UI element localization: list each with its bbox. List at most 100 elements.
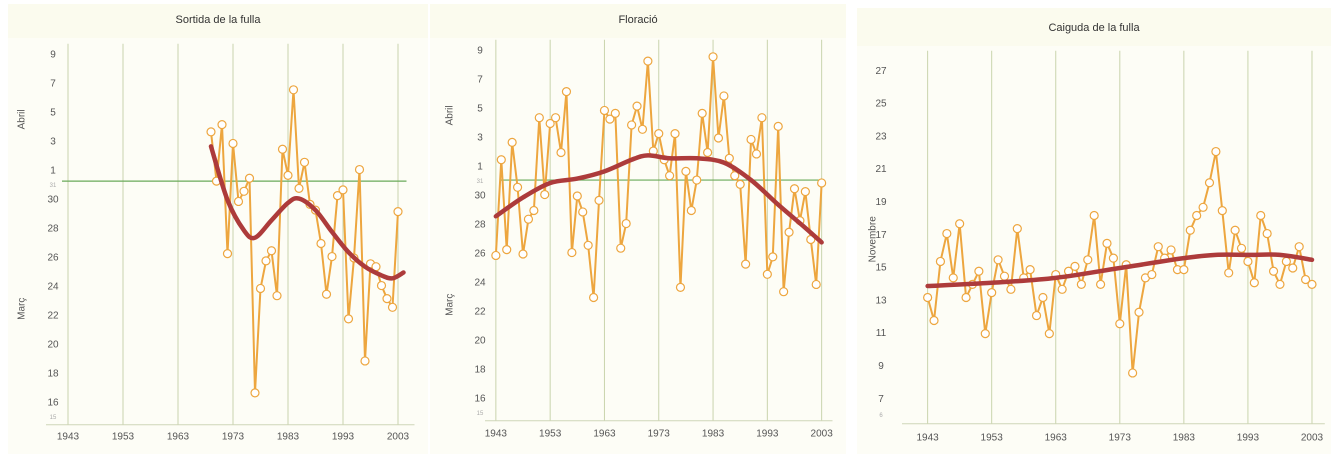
data-point bbox=[1288, 263, 1298, 273]
x-tick-label: 2003 bbox=[811, 429, 834, 440]
data-point bbox=[502, 245, 512, 255]
data-point bbox=[1204, 178, 1215, 188]
data-point bbox=[594, 195, 604, 205]
data-point bbox=[719, 91, 729, 101]
y-axis-label: Març bbox=[445, 294, 456, 316]
panel-header bbox=[430, 4, 846, 38]
x-tick-label: 1983 bbox=[277, 432, 300, 443]
x-tick-label: 1983 bbox=[702, 429, 725, 440]
y-tick-label: 1 bbox=[477, 162, 483, 173]
data-point bbox=[942, 228, 952, 239]
y-tick-label: 16 bbox=[474, 394, 486, 405]
data-point bbox=[961, 292, 971, 303]
x-tick-label: 1953 bbox=[112, 432, 135, 443]
data-point bbox=[1275, 279, 1285, 289]
data-point bbox=[239, 186, 249, 196]
data-point bbox=[206, 127, 216, 137]
data-point bbox=[588, 292, 599, 303]
data-point bbox=[751, 149, 762, 159]
data-point bbox=[1115, 319, 1125, 329]
data-point bbox=[746, 134, 756, 145]
data-point bbox=[999, 271, 1010, 281]
panel-title: Floració bbox=[618, 14, 657, 26]
y-axis-label: Abril bbox=[17, 109, 28, 129]
data-point bbox=[583, 240, 593, 250]
data-point bbox=[261, 256, 271, 266]
data-point bbox=[993, 255, 1003, 265]
data-point bbox=[1230, 225, 1240, 235]
data-point bbox=[974, 266, 984, 276]
data-point bbox=[496, 155, 506, 165]
data-point bbox=[382, 294, 392, 304]
data-point bbox=[523, 214, 534, 224]
data-point bbox=[1128, 368, 1138, 378]
trend-line bbox=[493, 153, 824, 245]
data-point bbox=[250, 388, 260, 398]
trend-line bbox=[925, 252, 1315, 289]
y-tick-label: 7 bbox=[477, 75, 483, 86]
y-tick-label: 24 bbox=[47, 282, 59, 293]
data-point bbox=[1089, 210, 1099, 221]
data-point bbox=[338, 185, 348, 195]
panel-title: Caiguda de la fulla bbox=[1048, 22, 1140, 34]
data-point bbox=[1070, 261, 1080, 271]
data-point bbox=[1217, 206, 1227, 216]
data-point bbox=[332, 191, 343, 201]
y-tick-label: 3 bbox=[477, 133, 483, 144]
y-tick-label: 30 bbox=[47, 195, 59, 206]
data-point bbox=[1134, 307, 1144, 317]
data-point bbox=[1006, 284, 1016, 294]
y-tick-label: 7 bbox=[50, 79, 56, 90]
minor-tick-label: 31 bbox=[477, 179, 484, 185]
data-point bbox=[686, 205, 696, 216]
data-point bbox=[277, 144, 288, 154]
panel-header bbox=[8, 4, 428, 38]
minor-tick-label: 15 bbox=[477, 411, 484, 417]
x-tick-label: 1973 bbox=[648, 429, 671, 440]
x-tick-label: 1943 bbox=[485, 429, 508, 440]
data-point bbox=[299, 157, 310, 167]
data-point bbox=[1095, 279, 1106, 289]
y-tick-label: 13 bbox=[875, 295, 887, 306]
data-point bbox=[621, 218, 631, 229]
panel bbox=[857, 8, 1331, 454]
panel bbox=[8, 4, 428, 454]
x-tick-label: 2003 bbox=[1301, 433, 1324, 444]
data-point bbox=[316, 238, 326, 249]
data-point bbox=[1300, 274, 1311, 285]
y-tick-label: 18 bbox=[474, 365, 486, 376]
data-point bbox=[1031, 310, 1042, 321]
data-point bbox=[393, 207, 403, 217]
data-point bbox=[980, 329, 990, 339]
x-tick-label: 1993 bbox=[756, 429, 779, 440]
x-tick-label: 1993 bbox=[1237, 433, 1260, 444]
data-point bbox=[1102, 238, 1112, 248]
data-point bbox=[610, 108, 620, 118]
y-tick-label: 1 bbox=[50, 166, 56, 177]
y-tick-label: 20 bbox=[474, 336, 486, 347]
data-point bbox=[233, 196, 244, 207]
x-tick-label: 1963 bbox=[1045, 433, 1068, 444]
x-tick-label: 1963 bbox=[593, 429, 616, 440]
data-point bbox=[1249, 278, 1259, 288]
data-point bbox=[1038, 292, 1048, 303]
data-point bbox=[757, 113, 767, 123]
y-tick-label: 5 bbox=[477, 104, 483, 115]
y-tick-label: 26 bbox=[47, 253, 59, 264]
y-axis-label: Novembre bbox=[868, 216, 879, 263]
data-point bbox=[578, 207, 588, 217]
y-tick-label: 15 bbox=[875, 263, 887, 274]
data-point bbox=[670, 129, 680, 139]
data-point bbox=[1236, 243, 1247, 253]
y-tick-label: 26 bbox=[474, 249, 486, 260]
y-tick-label: 11 bbox=[876, 328, 887, 339]
panel bbox=[430, 4, 846, 454]
y-tick-label: 7 bbox=[878, 394, 884, 405]
data-point bbox=[534, 113, 544, 123]
data-point bbox=[556, 147, 566, 158]
y-axis-label: Abril bbox=[445, 105, 456, 125]
data-point bbox=[387, 302, 398, 312]
data-point bbox=[1025, 265, 1035, 275]
y-tick-label: 25 bbox=[875, 99, 887, 110]
